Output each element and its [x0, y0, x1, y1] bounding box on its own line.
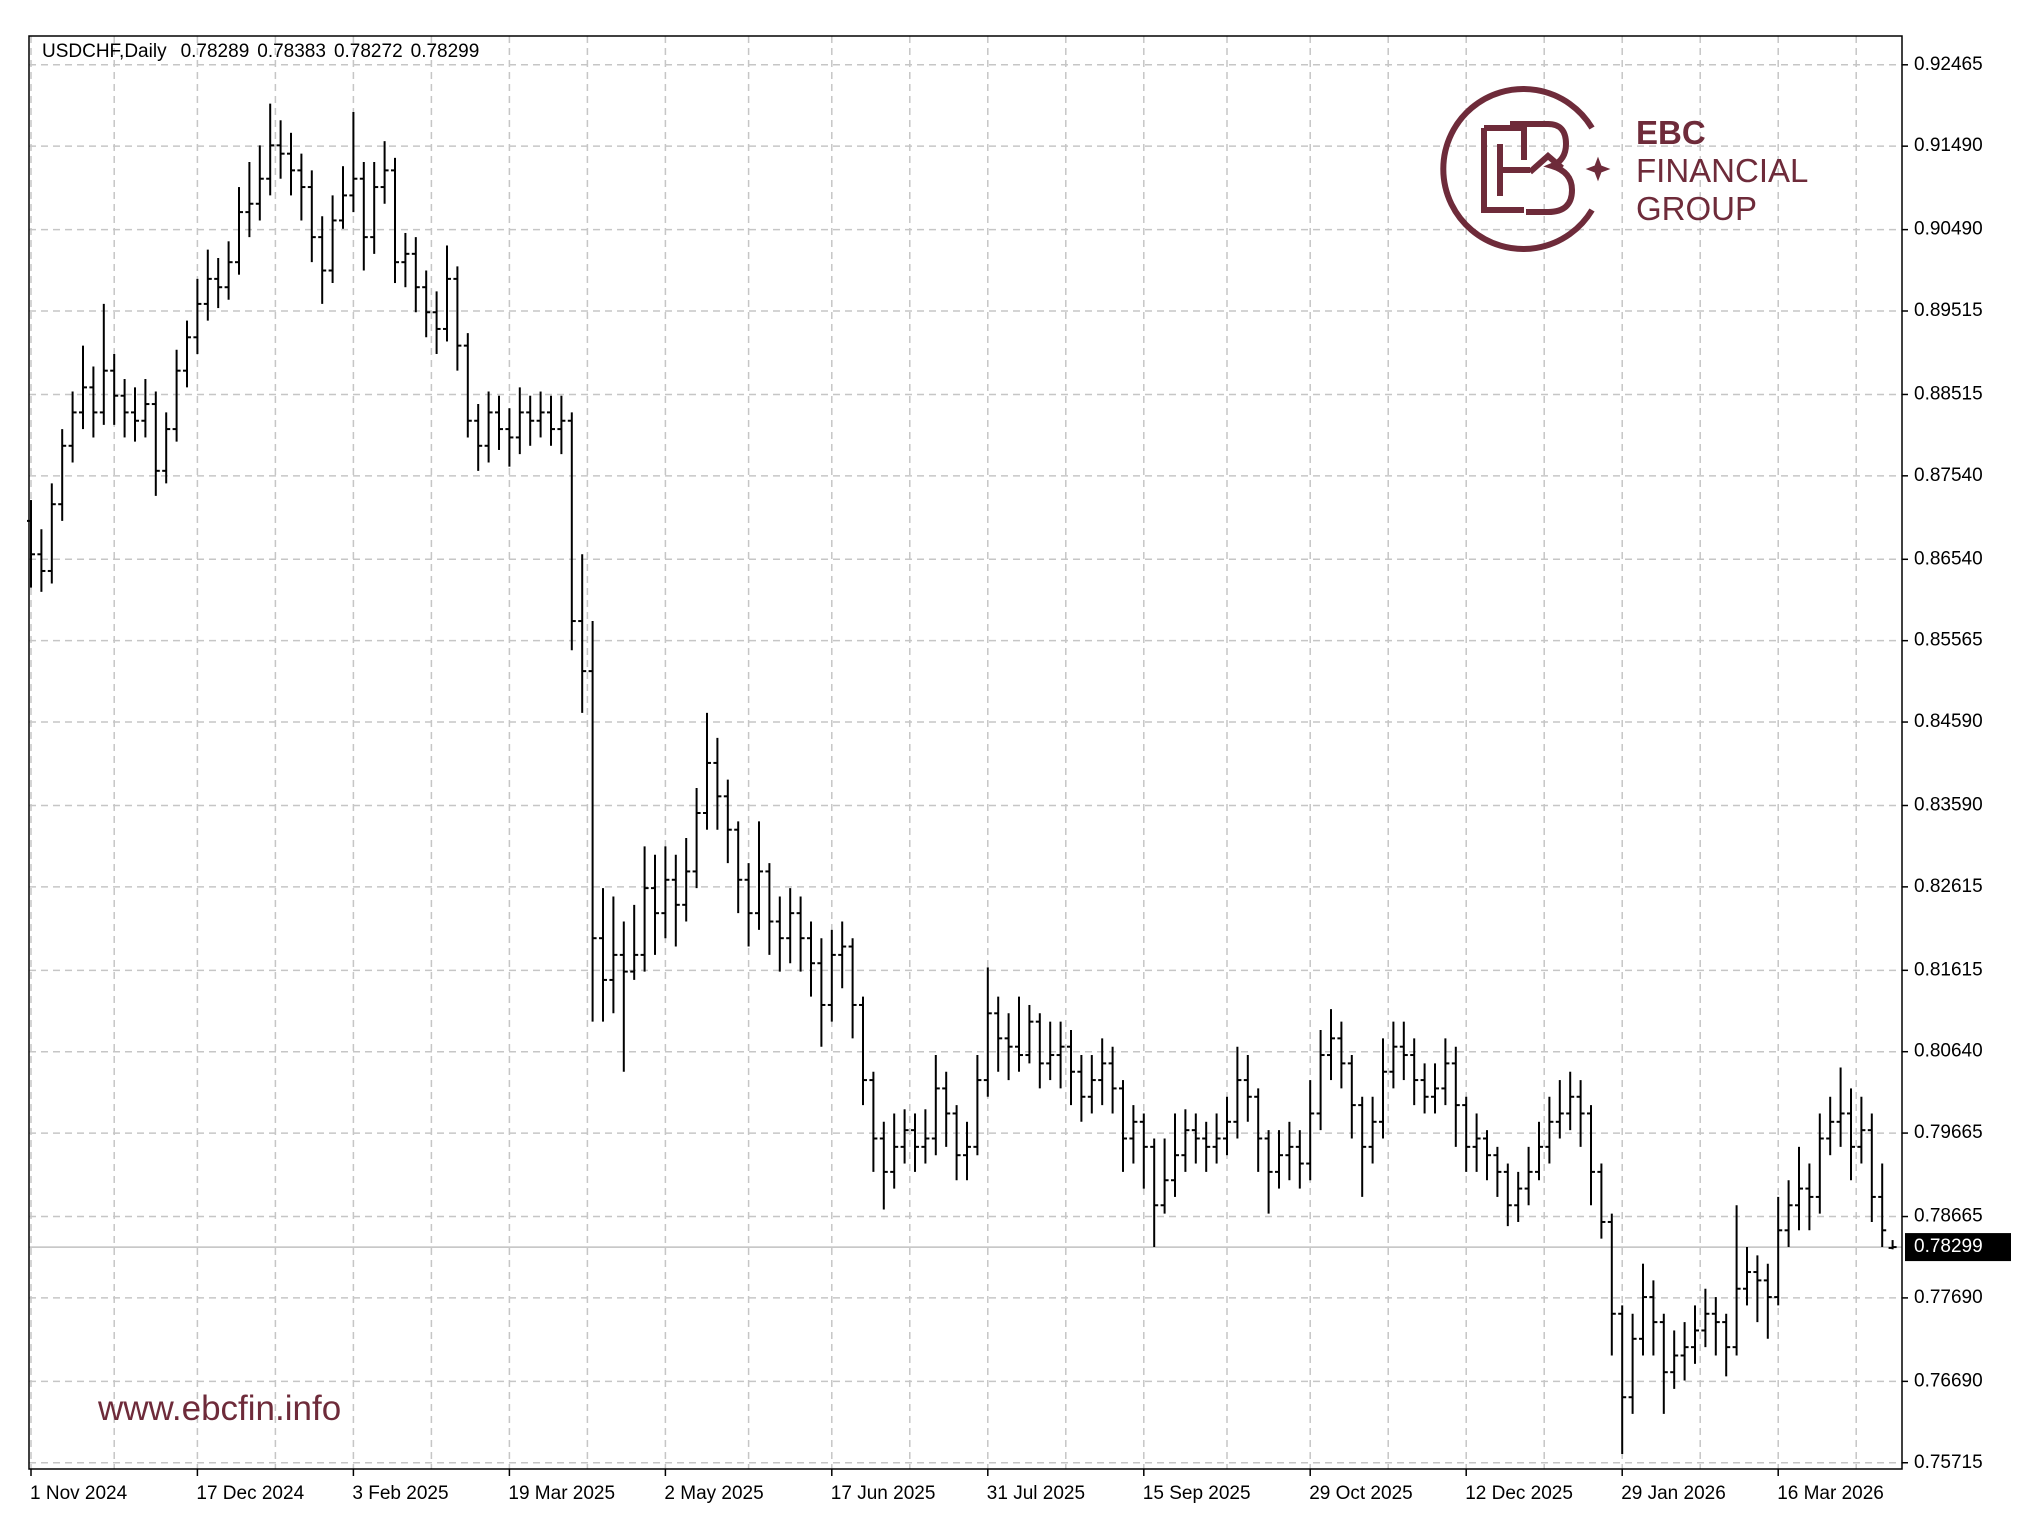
- logo-check: [1528, 152, 1564, 175]
- y-tick-label: 0.82615: [1914, 876, 1983, 897]
- y-tick-label: 0.75715: [1914, 1452, 1983, 1473]
- x-tick-label: 3 Feb 2025: [352, 1483, 448, 1504]
- header-close: 0.78299: [411, 41, 480, 62]
- y-tick-label: 0.81615: [1914, 959, 1983, 980]
- y-tick-label: 0.83590: [1914, 795, 1983, 816]
- x-tick-label: 29 Jan 2026: [1621, 1483, 1726, 1504]
- y-tick-label: 0.76690: [1914, 1370, 1983, 1391]
- y-tick-label: 0.78665: [1914, 1206, 1983, 1227]
- logo-line2: FINANCIAL: [1636, 152, 1808, 189]
- x-tick-label: 19 Mar 2025: [508, 1483, 615, 1504]
- logo-line3: GROUP: [1636, 190, 1757, 227]
- y-tick-label: 0.80640: [1914, 1041, 1983, 1062]
- y-tick-label: 0.88515: [1914, 383, 1983, 404]
- y-tick-label: 0.91490: [1914, 135, 1983, 156]
- y-tick-label: 0.84590: [1914, 711, 1983, 732]
- x-tick-label: 17 Dec 2024: [196, 1483, 304, 1504]
- logo: [1440, 86, 1611, 252]
- header-open: 0.78289: [181, 41, 250, 62]
- y-tick-label: 0.87540: [1914, 465, 1983, 486]
- header-low: 0.78272: [334, 41, 403, 62]
- symbol: USDCHF,Daily: [42, 41, 167, 62]
- x-tick-label: 31 Jul 2025: [987, 1483, 1085, 1504]
- website-url: www.ebcfin.info: [97, 1389, 341, 1428]
- x-tick-label: 2 May 2025: [664, 1483, 763, 1504]
- logo-brand: EBC: [1636, 114, 1706, 151]
- y-tick-label: 0.90490: [1914, 219, 1983, 240]
- header-high: 0.78383: [257, 41, 326, 62]
- x-tick-label: 1 Nov 2024: [30, 1483, 128, 1504]
- x-tick-label: 29 Oct 2025: [1309, 1483, 1413, 1504]
- logo-b: [1510, 121, 1576, 215]
- plot-frame: [28, 35, 1903, 1470]
- current-price-box: [1905, 1233, 2011, 1262]
- logo-star: [1585, 156, 1611, 182]
- y-tick-label: 0.85565: [1914, 630, 1983, 651]
- current-price-label: 0.78299: [1914, 1236, 1983, 1257]
- x-tick-label: 16 Mar 2026: [1777, 1483, 1884, 1504]
- y-tick-label: 0.92465: [1914, 54, 1983, 75]
- y-tick-label: 0.89515: [1914, 300, 1983, 321]
- bars: [27, 103, 1897, 1454]
- y-tick-label: 0.79665: [1914, 1122, 1983, 1143]
- chart-header: USDCHF,Daily 0.78289 0.78383 0.78272 0.78299: [42, 41, 479, 62]
- x-tick-label: 15 Sep 2025: [1143, 1483, 1251, 1504]
- grid: [29, 36, 1902, 1469]
- logo-e: [1481, 125, 1530, 213]
- y-tick-label: 0.77690: [1914, 1287, 1983, 1308]
- x-tick-label: 12 Dec 2025: [1465, 1483, 1573, 1504]
- y-tick-label: 0.86540: [1914, 548, 1983, 569]
- logo-ring: [1440, 86, 1595, 252]
- x-tick-label: 17 Jun 2025: [831, 1483, 936, 1504]
